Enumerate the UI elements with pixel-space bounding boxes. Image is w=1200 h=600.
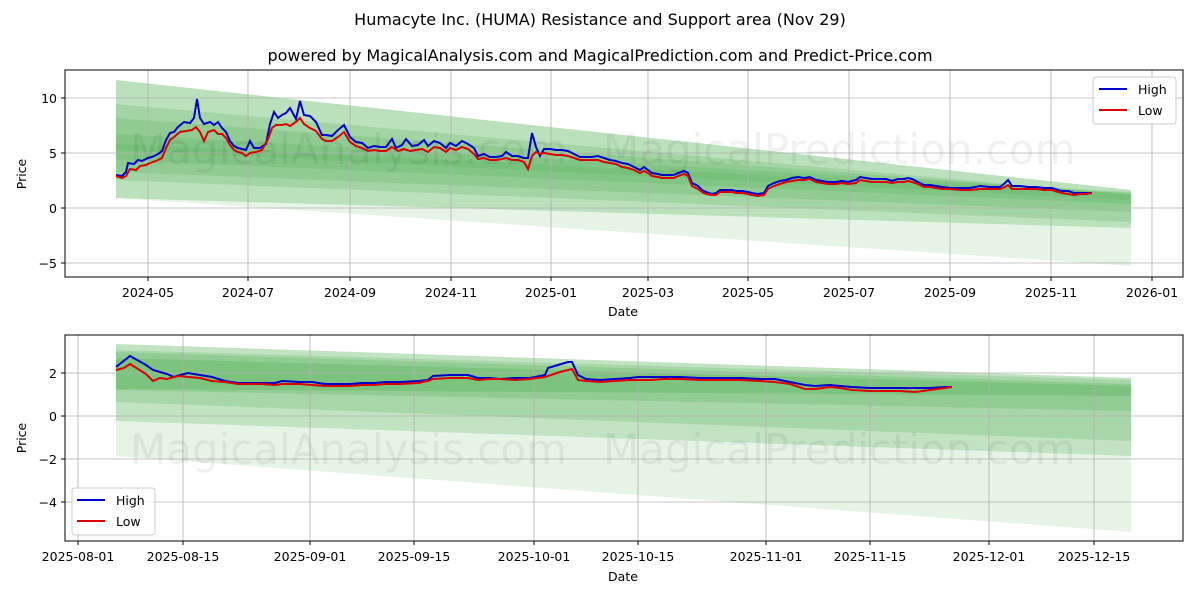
top-high-line <box>115 98 1092 196</box>
bottom-low-line <box>115 362 953 394</box>
svg-text:2025-09-15: 2025-09-15 <box>378 549 451 564</box>
legend-low-bottom: Low <box>116 514 141 529</box>
top-grid <box>65 70 1183 277</box>
svg-text:2025-05: 2025-05 <box>722 285 774 300</box>
svg-text:−4: −4 <box>39 495 57 510</box>
svg-text:0: 0 <box>49 201 57 216</box>
bottom-chart: MagicalAnalysis.com MagicalPrediction.co… <box>14 334 1184 584</box>
chart-title: Humacyte Inc. (HUMA) Resistance and Supp… <box>354 10 846 29</box>
svg-text:2024-11: 2024-11 <box>425 285 477 300</box>
watermark-prediction: MagicalPrediction.com <box>603 125 1076 174</box>
svg-text:2025-01: 2025-01 <box>525 285 577 300</box>
svg-text:2024-07: 2024-07 <box>222 285 274 300</box>
legend-high-bottom: High <box>116 493 145 508</box>
svg-text:10: 10 <box>41 91 57 106</box>
chart-subtitle: powered by MagicalAnalysis.com and Magic… <box>267 46 933 65</box>
svg-text:0: 0 <box>49 409 57 424</box>
bottom-x-label: Date <box>608 569 638 584</box>
svg-text:2025-10-01: 2025-10-01 <box>498 549 571 564</box>
top-chart: MagicalAnalysis.com MagicalPrediction.co… <box>14 69 1184 319</box>
svg-text:2025-11: 2025-11 <box>1025 285 1077 300</box>
svg-text:2: 2 <box>49 366 57 381</box>
top-axes-frame <box>64 69 1184 278</box>
top-support-resistance-bands <box>116 80 1131 266</box>
bottom-plot-area: MagicalAnalysis.com MagicalPrediction.co… <box>65 335 1183 541</box>
svg-text:Price: Price <box>14 422 29 453</box>
svg-text:Price: Price <box>14 158 29 189</box>
bottom-y-axis: 2 0 −2 −4 Price <box>14 366 65 510</box>
svg-text:2025-12-01: 2025-12-01 <box>953 549 1026 564</box>
svg-text:2025-09-01: 2025-09-01 <box>274 549 347 564</box>
top-low-line <box>115 116 1093 198</box>
svg-text:−5: −5 <box>39 256 57 271</box>
svg-text:2025-09: 2025-09 <box>924 285 976 300</box>
legend-low: Low <box>1138 103 1163 118</box>
bottom-grid <box>65 335 1183 541</box>
svg-text:−2: −2 <box>39 452 57 467</box>
svg-text:2025-11-15: 2025-11-15 <box>834 549 907 564</box>
bottom-legend: High Low <box>71 487 156 536</box>
bottom-axes-frame <box>64 334 1184 542</box>
svg-text:2026-01: 2026-01 <box>1126 285 1178 300</box>
top-x-label: Date <box>608 304 638 319</box>
svg-text:2025-07: 2025-07 <box>823 285 875 300</box>
top-x-axis: 2024-05 2024-07 2024-09 2024-11 2025-01 … <box>122 277 1178 319</box>
svg-text:2025-08-01: 2025-08-01 <box>42 549 115 564</box>
svg-text:2024-09: 2024-09 <box>324 285 376 300</box>
svg-text:2025-10-15: 2025-10-15 <box>602 549 675 564</box>
svg-text:2025-03: 2025-03 <box>622 285 674 300</box>
svg-text:2025-12-15: 2025-12-15 <box>1058 549 1131 564</box>
top-plot-area: MagicalAnalysis.com MagicalPrediction.co… <box>65 70 1183 277</box>
svg-text:5: 5 <box>49 146 57 161</box>
svg-text:2024-05: 2024-05 <box>122 285 174 300</box>
watermark-analysis-bottom: MagicalAnalysis.com <box>130 425 567 474</box>
watermark-prediction-bottom: MagicalPrediction.com <box>603 425 1076 474</box>
top-legend: High Low <box>1092 76 1177 125</box>
svg-text:2025-08-15: 2025-08-15 <box>147 549 220 564</box>
bottom-x-axis: 2025-08-01 2025-08-15 2025-09-01 2025-09… <box>42 541 1131 584</box>
top-y-axis: 10 5 0 −5 Price <box>14 91 65 271</box>
svg-text:2025-11-01: 2025-11-01 <box>730 549 803 564</box>
legend-high: High <box>1138 82 1167 97</box>
